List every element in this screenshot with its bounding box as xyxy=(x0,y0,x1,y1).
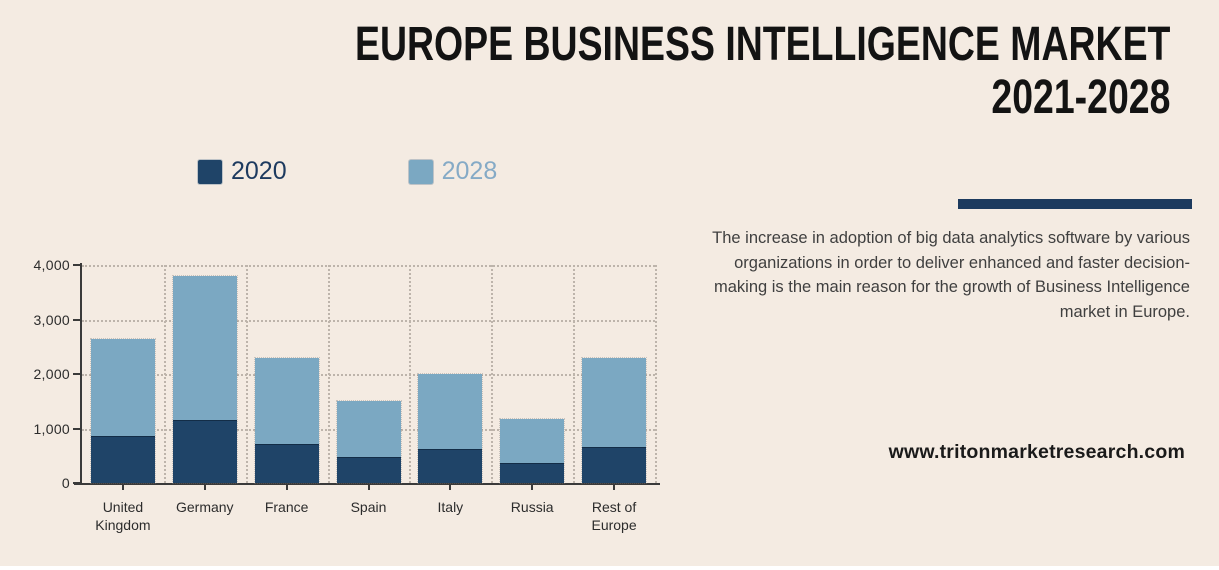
page-title: EUROPE BUSINESS INTELLIGENCE MARKET 2021… xyxy=(125,18,1170,124)
page-title-line1: EUROPE BUSINESS INTELLIGENCE MARKET xyxy=(354,18,1170,71)
accent-divider-bar xyxy=(958,199,1192,209)
x-category-label: Russia xyxy=(510,499,554,515)
y-tick-label: 3,000 xyxy=(33,311,70,328)
vertical-gridline xyxy=(409,265,412,483)
x-category-label: Rest of Europe xyxy=(591,499,637,533)
vertical-gridline xyxy=(491,265,494,483)
x-tick-mark xyxy=(367,485,370,490)
bar-2020-united-kingdom xyxy=(90,435,155,483)
vertical-gridline xyxy=(327,265,330,483)
vertical-gridline xyxy=(163,265,166,483)
x-category-label: Germany xyxy=(175,499,234,515)
x-tick-mark xyxy=(531,485,534,490)
plot-area xyxy=(82,265,657,485)
x-category-label: United Kingdom xyxy=(95,499,151,533)
bar-2020-france xyxy=(254,443,319,483)
description-text: The increase in adoption of big data ana… xyxy=(712,229,1190,321)
vertical-gridline xyxy=(245,265,248,483)
vertical-gridline xyxy=(573,265,576,483)
y-tick-mark xyxy=(73,373,80,375)
x-tick-mark xyxy=(121,485,124,490)
x-axis-line xyxy=(74,483,660,485)
y-tick-mark xyxy=(73,318,80,321)
x-category-label: Spain xyxy=(350,499,387,515)
y-tick-label: 1,000 xyxy=(33,420,70,437)
bar-2020-germany xyxy=(172,420,237,483)
bar-chart: 0 1,000 2,000 3,000 4,000 United Kingdom Germa… xyxy=(0,240,690,560)
x-category-label: Italy xyxy=(437,499,464,515)
legend-swatch-2028-icon xyxy=(408,159,433,184)
y-tick-label: 0 xyxy=(61,475,70,491)
bar-2020-russia xyxy=(500,462,565,483)
legend-item-2028: 2028 xyxy=(408,157,498,185)
bottom-edge-strip xyxy=(0,566,1219,570)
legend-label-2028: 2028 xyxy=(441,157,498,185)
legend-swatch-2020-icon xyxy=(198,159,222,184)
chart-legend: 2020 2028 xyxy=(198,159,497,184)
page-title-line2: 2021-2028 xyxy=(990,71,1170,124)
bar-2020-italy xyxy=(418,449,483,483)
y-tick-label: 2,000 xyxy=(33,366,70,382)
legend-item-2020: 2020 xyxy=(198,159,287,184)
bar-2020-rest-of-europe xyxy=(582,446,647,483)
horizontal-gridline xyxy=(82,319,655,322)
x-tick-mark xyxy=(203,485,206,490)
horizontal-gridline xyxy=(82,374,655,376)
y-axis-line xyxy=(80,263,82,485)
x-tick-mark xyxy=(613,485,616,490)
x-category-label: France xyxy=(264,499,309,515)
x-tick-mark xyxy=(285,485,288,490)
legend-label-2020: 2020 xyxy=(231,157,287,185)
bar-2020-spain xyxy=(336,457,401,483)
website-url: www.tritonmarketresearch.com xyxy=(888,441,1185,463)
horizontal-gridline xyxy=(82,265,655,267)
x-tick-mark xyxy=(449,485,452,490)
y-tick-mark xyxy=(73,482,80,484)
y-tick-label: 4,000 xyxy=(33,257,70,273)
y-tick-mark xyxy=(73,264,80,266)
vertical-gridline xyxy=(655,265,657,483)
y-tick-mark xyxy=(73,427,80,430)
